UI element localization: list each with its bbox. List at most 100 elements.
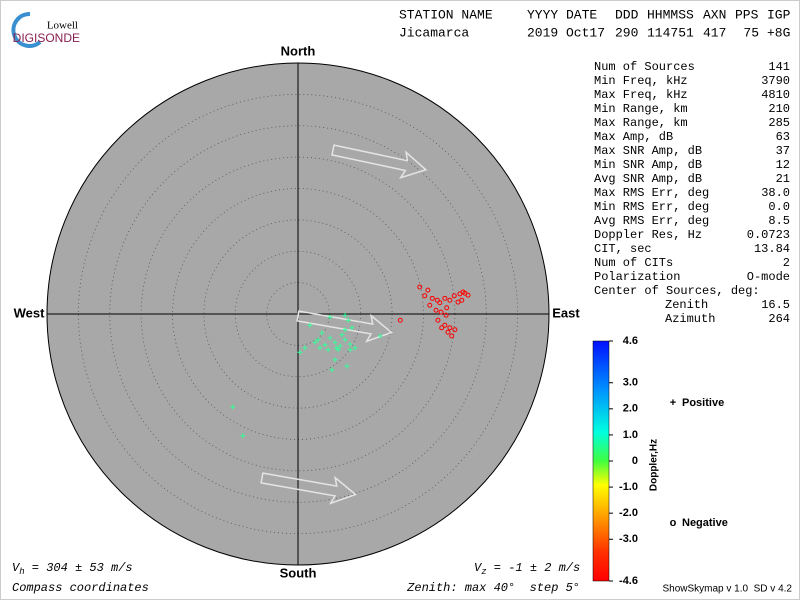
stat-value: 8.5 [768,214,790,228]
source-point [327,314,333,320]
header-label: DDD [615,7,639,22]
stat-value: 141 [768,60,790,74]
colorbar-tick-label: 4.6 [623,335,638,347]
source-point [315,337,321,343]
source-point [452,327,458,333]
north-label: North [281,43,316,58]
header-value: +8G [767,25,790,40]
stat-label: Min Freq, kHz [594,74,688,88]
vh-text: = 304 ± 53 m/s [25,561,133,575]
source-point [344,363,350,369]
source-point [307,322,313,328]
source-point [332,357,338,363]
vz-sub: z [481,567,486,577]
source-point [325,347,331,353]
source-point [342,312,348,318]
center-label: Azimuth [665,312,715,326]
source-point [345,317,351,323]
header-label: AXN [703,7,726,22]
source-point [322,342,328,348]
source-point [451,293,457,299]
source-point [337,343,343,349]
source-point [445,329,451,335]
stat-label: Max SNR Amp, dB [594,144,702,158]
south-label: South [280,565,317,580]
arrow [260,472,358,505]
stat-value: 2 [783,256,790,270]
stat-label: Max Freq, kHz [594,88,688,102]
legend-label: Negative [682,517,728,529]
east-label: East [552,305,580,320]
source-point [329,367,335,373]
source-point [332,339,338,345]
colorbar-tick-label: -3.0 [619,533,638,545]
stat-value: O-mode [747,270,790,284]
stat-value: 63 [776,130,790,144]
version-label: ShowSkymap v 1.0 SD v 4.2 [662,584,792,595]
stat-value: 0.0 [768,200,790,214]
source-point [444,305,450,311]
source-point [425,287,431,293]
source-point [312,339,318,345]
stat-value: 21 [776,172,790,186]
source-point [442,322,448,328]
source-point [342,327,348,333]
vz-label: Vz = -1 ± 2 m/s [474,561,580,577]
source-point [347,341,353,347]
source-point [302,345,308,351]
stat-label: Doppler Res, Hz [594,228,702,242]
colorbar-tick-label: 1.0 [623,429,638,441]
source-point [449,333,455,339]
zenith-label: Zenith: max 40° step 5° [406,581,580,595]
center-value: 264 [768,312,790,326]
stat-label: Num of Sources [594,60,695,74]
source-point [443,312,449,318]
header-value: 75 [743,25,759,40]
legend-label: Positive [682,397,724,409]
stat-value: 285 [768,116,790,130]
header-value: Jicamarca [399,25,469,40]
stat-value: 13.84 [754,242,790,256]
colorbar-tick-label: 0 [632,455,638,467]
source-point [417,284,423,290]
legend-marker: + [670,397,676,409]
logo-top: Lowell [47,20,78,32]
source-point [352,345,358,351]
stat-label: Max RMS Err, deg [594,186,709,200]
logo-bottom: DIGISONDE [13,31,80,45]
vh-label: Vh = 304 ± 53 m/s [12,561,133,577]
source-point [439,325,445,331]
source-point [339,332,345,338]
header-value: 290 [615,25,638,40]
header-label: HHMMSS [647,7,694,22]
stat-value: 12 [776,158,790,172]
vz-symbol: V [474,561,483,575]
source-point [429,295,435,301]
stat-value: 4810 [761,88,790,102]
stat-label: Max Amp, dB [594,130,673,144]
source-point [342,337,348,343]
source-point [319,330,325,336]
source-point [447,297,453,303]
arrow [331,144,428,180]
vh-sub: h [19,567,24,577]
coords-label: Compass coordinates [12,581,149,595]
vz-text: = -1 ± 2 m/s [487,561,581,575]
source-point [422,293,428,299]
stat-label: Avg SNR Amp, dB [594,172,702,186]
source-point [438,309,444,315]
source-point [240,433,246,439]
center-title: Center of Sources, deg: [594,284,760,298]
colorbar-tick-label: -4.6 [619,575,638,587]
source-point [333,345,339,351]
stat-value: 3790 [761,74,790,88]
colorbar-tick-label: -1.0 [619,481,638,493]
source-point [230,404,236,410]
center-label: Zenith [665,298,708,312]
source-point [465,292,471,298]
stat-value: 210 [768,102,790,116]
stat-value: 38.0 [761,186,790,200]
source-point [447,325,453,331]
stat-label: Min RMS Err, deg [594,200,709,214]
